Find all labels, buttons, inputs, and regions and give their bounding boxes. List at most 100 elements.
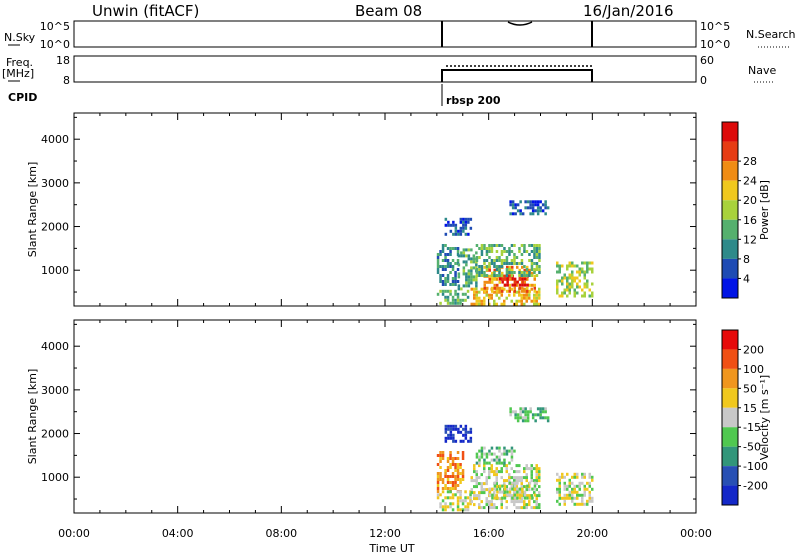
power-cell — [515, 290, 518, 294]
velocity-cell — [526, 496, 529, 500]
power-cell — [491, 280, 494, 284]
velocity-cell — [510, 500, 513, 504]
velocity-cell — [524, 410, 527, 414]
power-cell — [508, 268, 511, 271]
velocity-cell — [505, 506, 508, 510]
power-cell — [493, 283, 496, 287]
power-cell — [533, 283, 536, 287]
power-cell — [441, 250, 445, 253]
velocity-cell — [480, 482, 483, 486]
velocity-cell — [531, 487, 534, 491]
velocity-cell — [531, 496, 534, 500]
power-cell — [591, 282, 594, 286]
velocity-cell — [525, 479, 528, 483]
velocity-cell — [561, 496, 564, 500]
power-cell — [501, 280, 504, 284]
power-cell — [480, 244, 484, 247]
velocity-cell — [505, 488, 508, 492]
power-cell — [485, 247, 489, 250]
colorbar-tick-label: 24 — [743, 175, 757, 188]
velocity-cell — [490, 500, 493, 504]
power-cell — [538, 293, 541, 297]
power-cell — [451, 295, 455, 299]
velocity-cell — [441, 454, 445, 457]
velocity-cell — [478, 464, 481, 468]
velocity-cell — [478, 482, 481, 486]
velocity-cell — [588, 490, 591, 494]
power-cell — [568, 285, 571, 289]
velocity-cell — [478, 461, 481, 465]
power-cell — [568, 276, 571, 280]
power-cell — [459, 298, 462, 302]
power-cell — [454, 292, 457, 296]
velocity-cell — [534, 413, 537, 417]
freq-right-tick-bottom: 0 — [700, 74, 707, 87]
power-cell — [576, 282, 579, 286]
velocity-cell — [535, 497, 538, 501]
velocity-cell — [439, 493, 442, 497]
power-cell — [472, 257, 476, 261]
velocity-cell — [493, 503, 496, 507]
velocity-cell — [478, 491, 481, 495]
velocity-cell — [503, 446, 506, 450]
power-cell — [493, 271, 496, 274]
freq-right-label: Nave — [748, 64, 776, 77]
velocity-cell — [530, 476, 533, 480]
power-cell — [488, 250, 491, 253]
velocity-cell — [480, 500, 483, 504]
power-cell — [467, 269, 471, 273]
power-cell — [439, 280, 442, 283]
power-cell — [496, 277, 499, 281]
power-cell — [480, 302, 483, 306]
colorbar-tick-label: -50 — [743, 441, 761, 454]
velocity-cell — [436, 475, 440, 478]
velocity-cell — [503, 479, 506, 483]
colorbar-swatch — [722, 278, 738, 298]
velocity-cell — [456, 457, 460, 460]
velocity-cell — [530, 479, 533, 483]
power-cell — [500, 259, 504, 262]
power-cell — [452, 220, 455, 224]
power-cell — [506, 265, 509, 269]
power-cell — [524, 206, 527, 210]
velocity-cell — [588, 484, 591, 488]
velocity-cell — [493, 473, 496, 477]
velocity-cell — [449, 496, 452, 500]
velocity-cell — [539, 407, 542, 411]
velocity-cell — [447, 436, 450, 440]
power-cell — [465, 263, 468, 267]
power-cell — [525, 296, 528, 300]
power-cell — [528, 259, 531, 262]
velocity-cell — [446, 487, 450, 490]
velocity-cell — [491, 493, 494, 497]
power-cell — [563, 273, 566, 277]
power-cell — [439, 301, 442, 305]
freq-left-label-line1: Freq. — [6, 56, 33, 69]
power-cell — [520, 271, 524, 274]
power-cell — [510, 287, 513, 291]
power-cell — [470, 287, 473, 291]
velocity-cell — [513, 449, 516, 453]
power-cell — [464, 292, 467, 296]
power-cell — [449, 265, 452, 268]
velocity-cell — [520, 482, 523, 486]
noise-right-tick-bottom: 10^0 — [700, 38, 730, 51]
power-cell — [568, 273, 571, 277]
velocity-cell — [556, 499, 559, 503]
velocity-cell — [523, 493, 527, 497]
power-cell — [516, 280, 519, 284]
power-cell — [591, 270, 594, 274]
velocity-cell — [563, 496, 566, 500]
power-cell — [473, 302, 476, 306]
velocity-cell — [525, 503, 528, 507]
power-cell — [451, 247, 455, 250]
velocity-cell — [483, 452, 486, 456]
power-cell — [546, 206, 550, 210]
velocity-cell — [508, 449, 511, 453]
power-cell — [491, 289, 494, 293]
power-cell — [495, 302, 498, 306]
power-cell — [470, 275, 473, 279]
velocity-cell — [452, 439, 455, 443]
velocity-cell — [485, 488, 488, 492]
power-cell — [531, 212, 535, 216]
